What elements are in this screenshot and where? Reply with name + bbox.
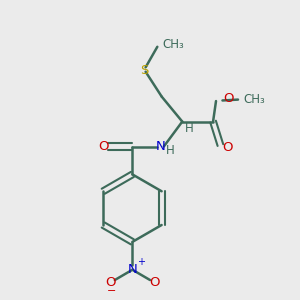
Text: −: − bbox=[106, 286, 116, 296]
Text: H: H bbox=[185, 122, 194, 135]
Text: O: O bbox=[98, 140, 108, 153]
Text: O: O bbox=[223, 142, 233, 154]
Text: CH₃: CH₃ bbox=[163, 38, 184, 51]
Text: CH₃: CH₃ bbox=[243, 93, 265, 106]
Text: O: O bbox=[149, 276, 160, 290]
Text: O: O bbox=[223, 92, 234, 105]
Text: N: N bbox=[155, 140, 165, 153]
Text: N: N bbox=[128, 263, 137, 276]
Text: H: H bbox=[166, 144, 175, 158]
Text: +: + bbox=[137, 257, 145, 267]
Text: S: S bbox=[140, 64, 148, 77]
Text: O: O bbox=[105, 276, 116, 290]
